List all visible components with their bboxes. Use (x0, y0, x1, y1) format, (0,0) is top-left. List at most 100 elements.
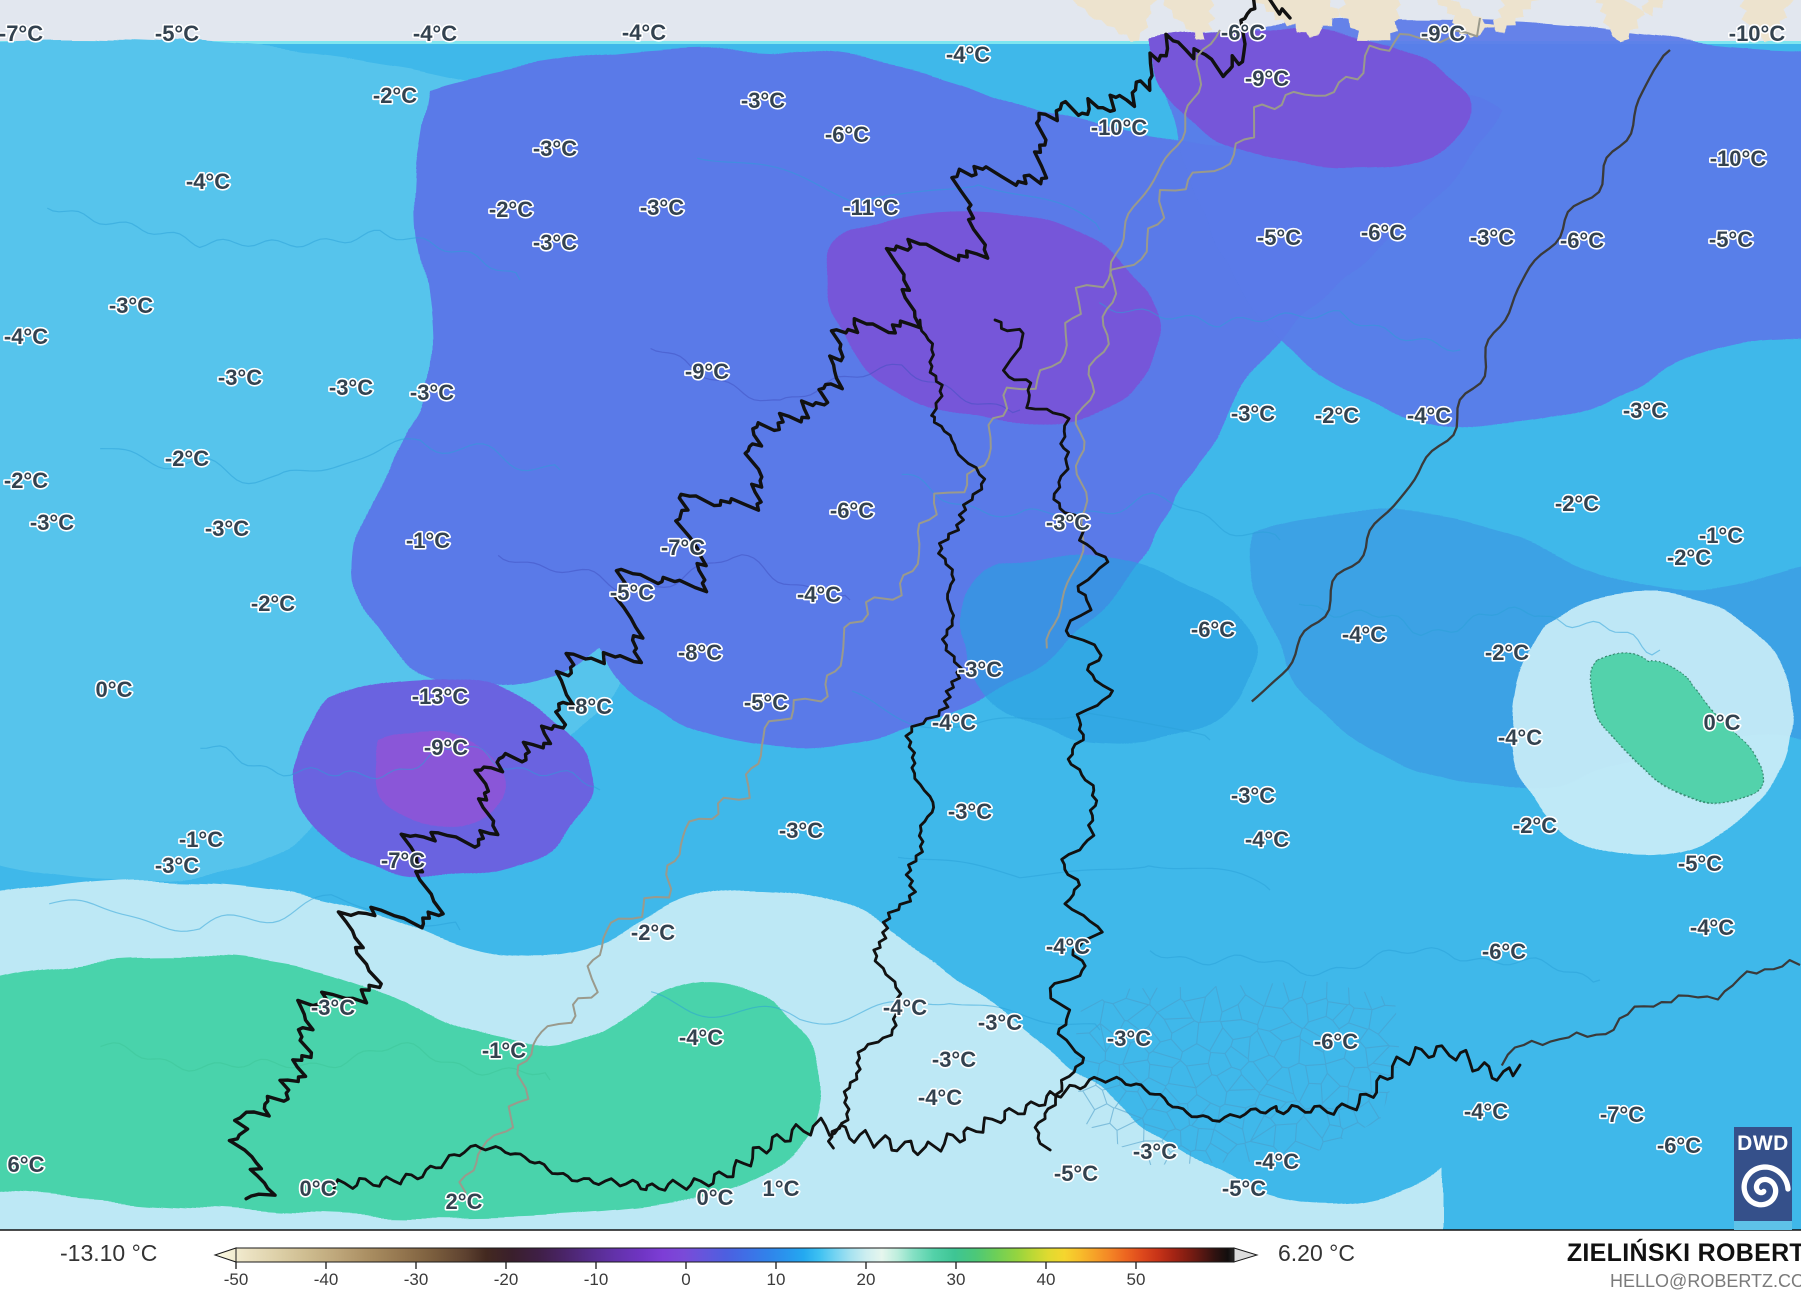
svg-text:-3°C: -3°C (1107, 1026, 1151, 1051)
svg-text:-4°C: -4°C (4, 324, 48, 349)
svg-text:-4°C: -4°C (932, 710, 976, 735)
svg-text:-3°C: -3°C (779, 818, 823, 843)
svg-text:-10°C: -10°C (1091, 115, 1148, 140)
svg-text:-9°C: -9°C (1421, 21, 1465, 46)
svg-text:-4°C: -4°C (679, 1025, 723, 1050)
svg-text:-2°C: -2°C (1667, 545, 1711, 570)
svg-text:40: 40 (1037, 1270, 1056, 1287)
svg-text:1°C: 1°C (763, 1176, 800, 1201)
svg-text:-2°C: -2°C (165, 446, 209, 471)
svg-text:-6°C: -6°C (825, 122, 869, 147)
svg-text:0°C: 0°C (697, 1185, 734, 1210)
svg-text:-13.10 °C: -13.10 °C (60, 1240, 157, 1266)
svg-text:10: 10 (767, 1270, 786, 1287)
svg-text:-3°C: -3°C (978, 1010, 1022, 1035)
svg-text:20: 20 (857, 1270, 876, 1287)
svg-text:-4°C: -4°C (1245, 827, 1289, 852)
svg-text:-2°C: -2°C (1513, 813, 1557, 838)
svg-text:-3°C: -3°C (1133, 1139, 1177, 1164)
svg-text:-50: -50 (224, 1270, 249, 1287)
svg-text:-30: -30 (404, 1270, 429, 1287)
svg-text:-3°C: -3°C (1046, 510, 1090, 535)
svg-text:-40: -40 (314, 1270, 339, 1287)
svg-text:-1°C: -1°C (406, 528, 450, 553)
svg-text:-3°C: -3°C (958, 657, 1002, 682)
svg-text:-7°C: -7°C (0, 21, 43, 46)
svg-text:-5°C: -5°C (155, 21, 199, 46)
svg-text:-3°C: -3°C (329, 375, 373, 400)
svg-text:-1°C: -1°C (179, 827, 223, 852)
svg-text:-5°C: -5°C (1257, 225, 1301, 250)
svg-text:-3°C: -3°C (1623, 398, 1667, 423)
svg-text:-4°C: -4°C (186, 169, 230, 194)
svg-text:-2°C: -2°C (373, 83, 417, 108)
svg-text:50: 50 (1127, 1270, 1146, 1287)
svg-text:-5°C: -5°C (610, 580, 654, 605)
svg-text:-3°C: -3°C (640, 195, 684, 220)
svg-text:-5°C: -5°C (1678, 851, 1722, 876)
svg-text:0: 0 (681, 1270, 690, 1287)
svg-text:-4°C: -4°C (1046, 934, 1090, 959)
svg-text:-5°C: -5°C (1709, 227, 1753, 252)
svg-text:-3°C: -3°C (1231, 401, 1275, 426)
svg-text:-4°C: -4°C (1342, 622, 1386, 647)
svg-text:0°C: 0°C (300, 1176, 337, 1201)
svg-text:-4°C: -4°C (918, 1085, 962, 1110)
svg-text:-4°C: -4°C (1498, 725, 1542, 750)
svg-text:DWD: DWD (1737, 1132, 1789, 1155)
svg-text:-6°C: -6°C (1314, 1029, 1358, 1054)
svg-text:-3°C: -3°C (948, 799, 992, 824)
svg-text:-3°C: -3°C (205, 516, 249, 541)
svg-text:0°C: 0°C (96, 677, 133, 702)
svg-text:-3°C: -3°C (410, 380, 454, 405)
svg-text:6.20 °C: 6.20 °C (1278, 1240, 1355, 1266)
svg-text:-10: -10 (584, 1270, 609, 1287)
svg-text:-10°C: -10°C (1729, 21, 1786, 46)
svg-text:-6°C: -6°C (1191, 617, 1235, 642)
svg-text:-4°C: -4°C (1690, 915, 1734, 940)
svg-text:-7°C: -7°C (1600, 1102, 1644, 1127)
svg-text:-1°C: -1°C (482, 1038, 526, 1063)
svg-text:-3°C: -3°C (932, 1047, 976, 1072)
svg-text:-7°C: -7°C (381, 848, 425, 873)
svg-text:-3°C: -3°C (30, 510, 74, 535)
svg-text:-3°C: -3°C (109, 293, 153, 318)
svg-text:2°C: 2°C (446, 1189, 483, 1214)
svg-text:-3°C: -3°C (1231, 783, 1275, 808)
svg-text:-5°C: -5°C (744, 690, 788, 715)
svg-text:-9°C: -9°C (685, 359, 729, 384)
svg-text:-2°C: -2°C (251, 591, 295, 616)
svg-text:-9°C: -9°C (424, 735, 468, 760)
svg-text:-4°C: -4°C (413, 21, 457, 46)
svg-text:-3°C: -3°C (741, 88, 785, 113)
svg-text:-6°C: -6°C (1221, 20, 1265, 45)
svg-text:-6°C: -6°C (1560, 228, 1604, 253)
svg-text:-10°C: -10°C (1710, 146, 1767, 171)
svg-text:-4°C: -4°C (622, 20, 666, 45)
svg-text:-11°C: -11°C (843, 195, 898, 220)
svg-text:-2°C: -2°C (1555, 491, 1599, 516)
svg-text:-4°C: -4°C (1407, 403, 1451, 428)
svg-text:-3°C: -3°C (533, 230, 577, 255)
svg-text:-4°C: -4°C (1255, 1149, 1299, 1174)
svg-text:-7°C: -7°C (661, 535, 705, 560)
svg-text:-9°C: -9°C (1245, 66, 1289, 91)
svg-text:-4°C: -4°C (883, 995, 927, 1020)
svg-text:-3°C: -3°C (1470, 225, 1514, 250)
svg-text:6°C: 6°C (8, 1152, 45, 1177)
svg-text:-8°C: -8°C (678, 640, 722, 665)
svg-text:-4°C: -4°C (797, 582, 841, 607)
svg-text:-3°C: -3°C (533, 136, 577, 161)
svg-text:-3°C: -3°C (155, 853, 199, 878)
svg-text:-2°C: -2°C (4, 468, 48, 493)
svg-text:-2°C: -2°C (1315, 403, 1359, 428)
svg-text:-3°C: -3°C (218, 365, 262, 390)
svg-text:-4°C: -4°C (1464, 1099, 1508, 1124)
svg-text:-5°C: -5°C (1222, 1176, 1266, 1201)
svg-text:-5°C: -5°C (1054, 1161, 1098, 1186)
svg-text:0°C: 0°C (1704, 710, 1741, 735)
svg-text:-20: -20 (494, 1270, 519, 1287)
svg-text:-4°C: -4°C (946, 42, 990, 67)
svg-text:-6°C: -6°C (1361, 220, 1405, 245)
svg-text:30: 30 (947, 1270, 966, 1287)
